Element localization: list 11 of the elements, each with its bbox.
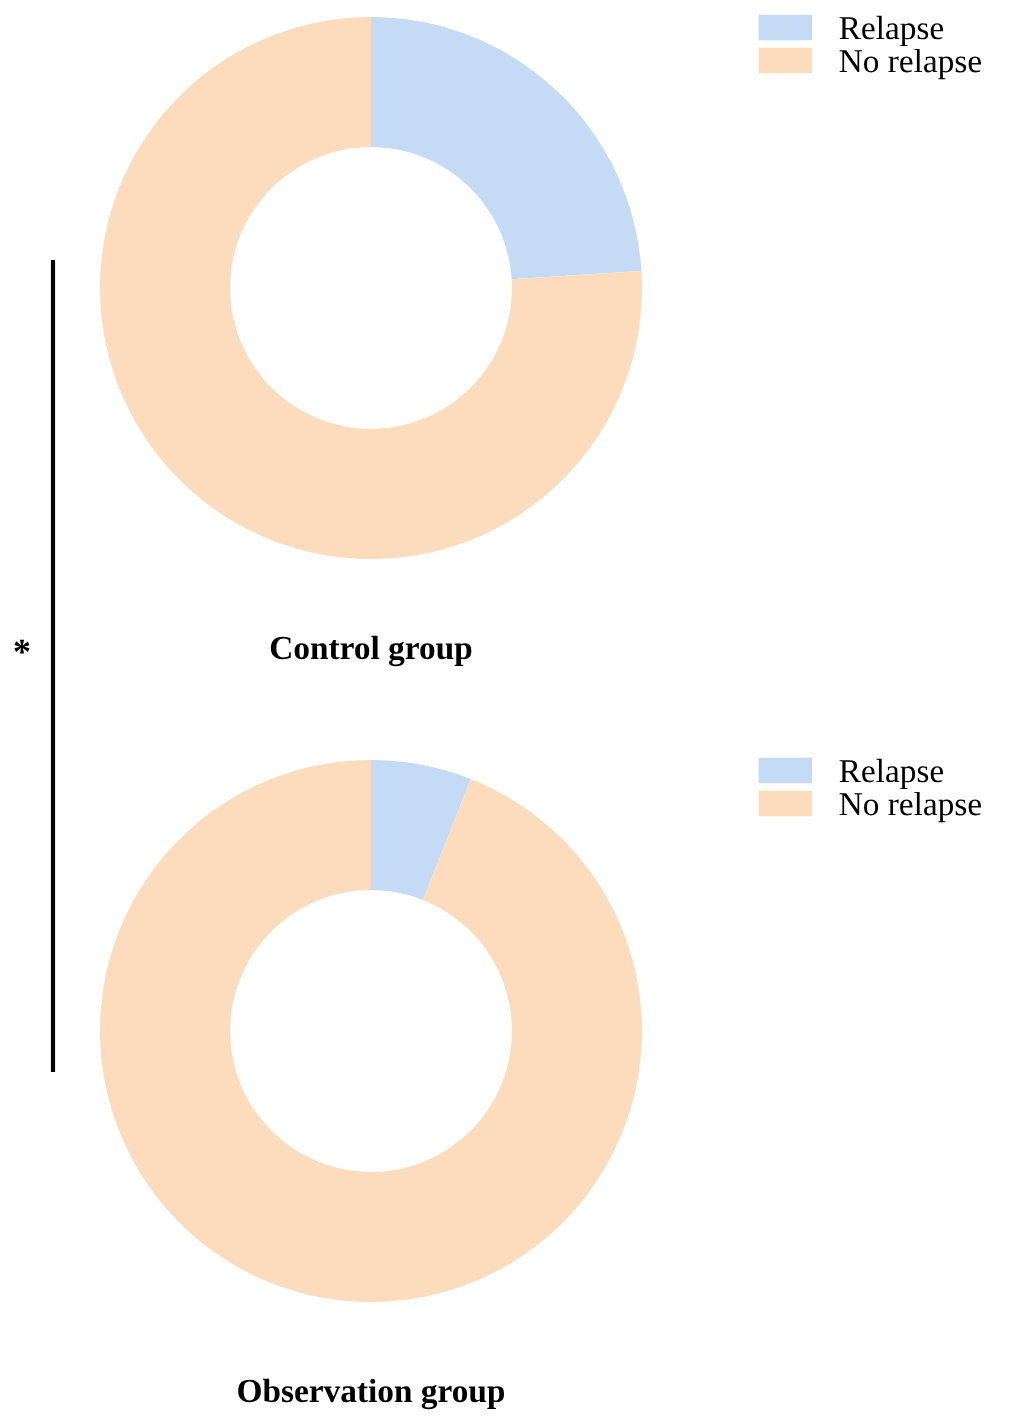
legend-label: Relapse (839, 758, 944, 790)
legend-label: Relapse (839, 15, 944, 47)
donut-slice (100, 17, 642, 559)
legend-label: No relapse (839, 791, 981, 823)
donut-slice (371, 17, 642, 280)
donut-slice (371, 760, 471, 900)
text: Observation group (238, 1378, 505, 1410)
text: * (14, 639, 30, 654)
text: Control group (270, 635, 472, 667)
donut-slice (100, 760, 642, 1302)
legend-label: No relapse (839, 48, 981, 80)
